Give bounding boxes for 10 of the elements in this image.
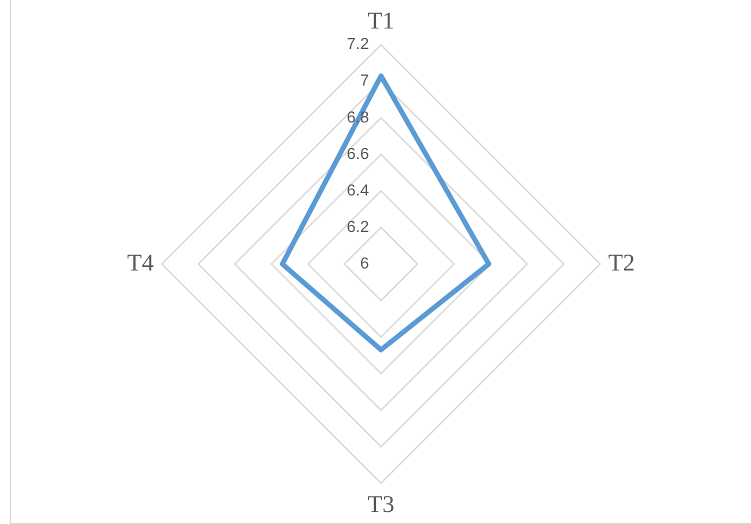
y-tick-label: 6 — [360, 255, 370, 272]
y-tick-label: 6.2 — [346, 218, 370, 236]
spoke-label: T3 — [368, 492, 394, 518]
spoke-label: T2 — [608, 250, 635, 276]
y-tick-label: 6.6 — [346, 146, 370, 163]
y-tick-label: 6.4 — [346, 182, 370, 200]
spoke-label: T1 — [368, 8, 394, 35]
y-tick-label: 7 — [360, 72, 370, 90]
y-tick-label: 7.2 — [346, 36, 370, 54]
spoke-label: T4 — [127, 250, 154, 276]
